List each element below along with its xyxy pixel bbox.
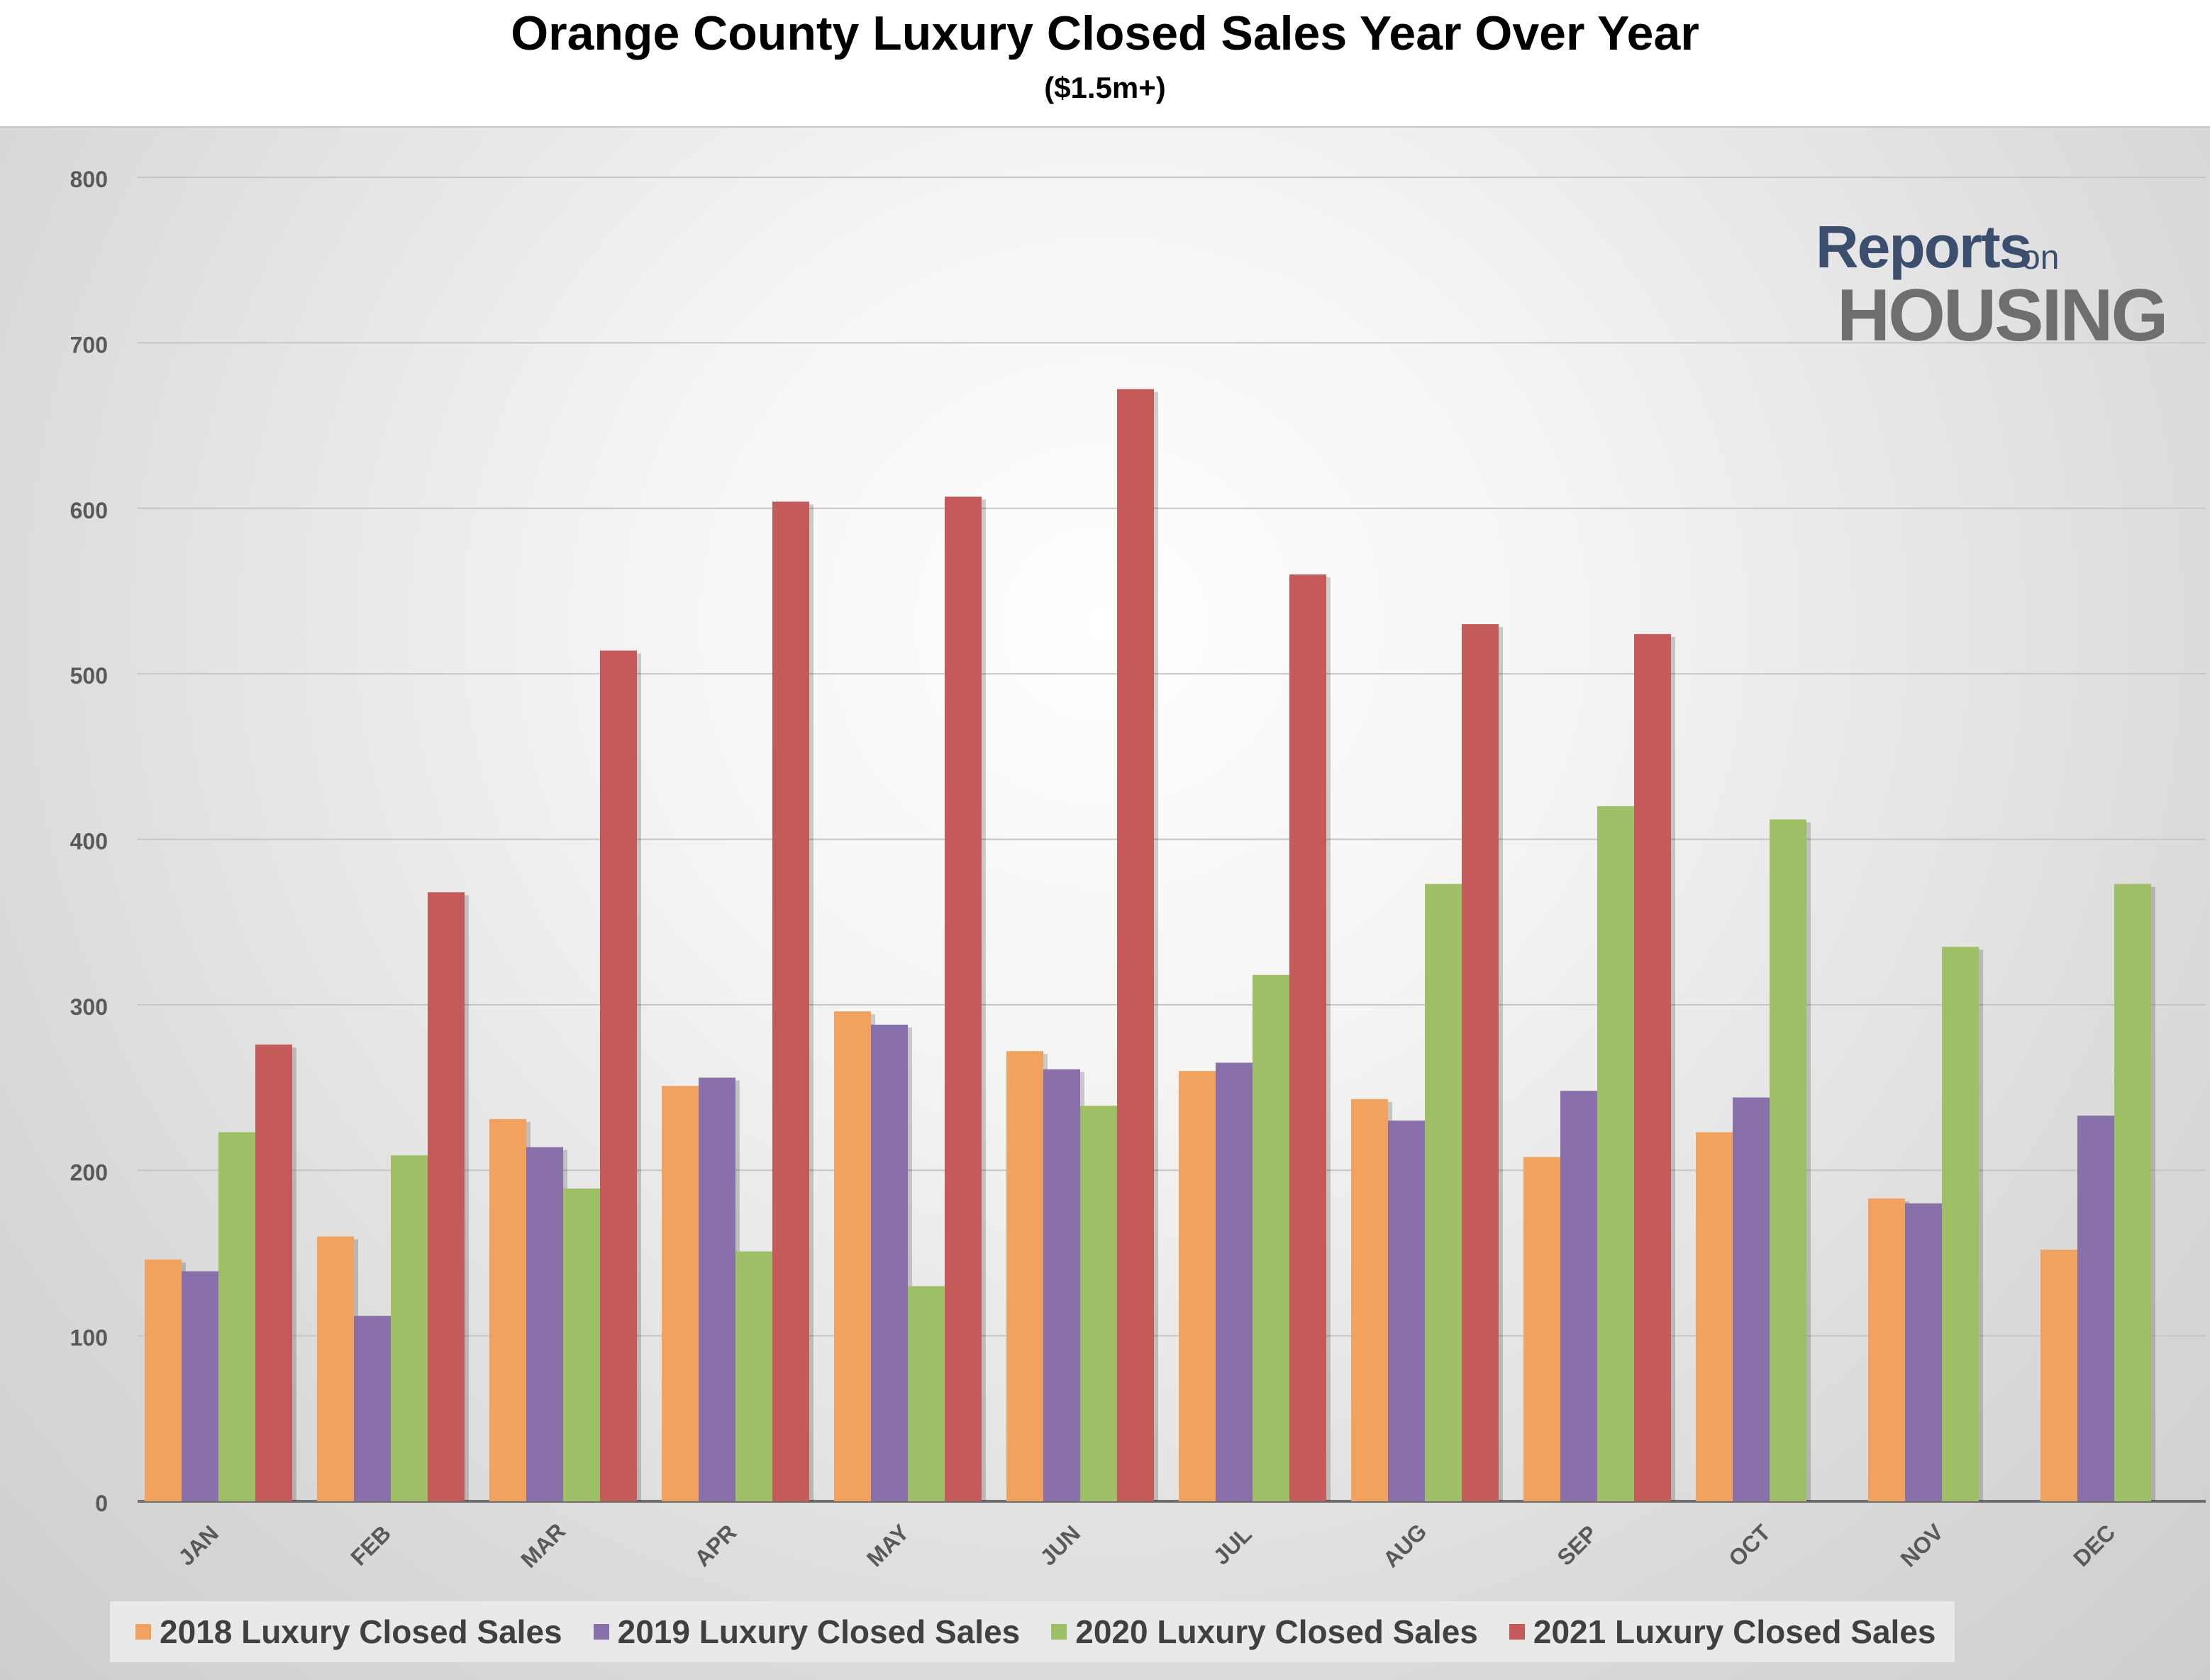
x-tick-label: FEB — [345, 1520, 396, 1571]
bar — [2114, 884, 2151, 1501]
bars — [145, 389, 2155, 1501]
bar — [871, 1024, 908, 1501]
y-tick-label: 0 — [95, 1491, 108, 1516]
bar — [354, 1315, 391, 1501]
x-tick-label: JAN — [173, 1520, 223, 1571]
bar — [563, 1188, 600, 1501]
bar — [1462, 624, 1499, 1501]
x-tick-label: SEP — [1552, 1520, 1602, 1571]
bar — [1523, 1157, 1560, 1501]
chart-legend: 2018 Luxury Closed Sales 2019 Luxury Clos… — [110, 1601, 1955, 1662]
bar — [1597, 806, 1634, 1501]
y-tick-label: 800 — [70, 167, 108, 192]
y-tick-label: 500 — [70, 663, 108, 689]
gridlines — [138, 177, 2206, 1503]
bar — [145, 1259, 182, 1501]
x-tick-label: NOV — [1895, 1519, 1948, 1572]
x-tick-label: AUG — [1378, 1518, 1432, 1572]
legend-item: 2018 Luxury Closed Sales — [135, 1613, 562, 1651]
bar — [662, 1086, 699, 1501]
logo-text-on: on — [2021, 239, 2060, 277]
bar — [1733, 1097, 1770, 1501]
bar — [526, 1147, 563, 1501]
bar — [834, 1011, 871, 1501]
legend-label: 2020 Luxury Closed Sales — [1075, 1613, 1478, 1650]
bar — [772, 501, 809, 1501]
bar — [1179, 1071, 1216, 1501]
reports-on-housing-logo: Reports on HOUSING — [1766, 213, 2168, 357]
bar — [1696, 1132, 1733, 1501]
y-tick-label: 400 — [70, 829, 108, 855]
x-tick-label: JUL — [1209, 1521, 1257, 1569]
bar — [1006, 1051, 1043, 1501]
bar — [1560, 1091, 1597, 1501]
chart-subtitle: ($1.5m+) — [1044, 71, 1166, 104]
y-tick-label: 700 — [70, 332, 108, 357]
bar — [1425, 884, 1462, 1501]
y-axis-ticks: 0 100 200 300 400 500 600 700 800 — [70, 167, 108, 1516]
bar — [2040, 1250, 2077, 1501]
bar — [1868, 1198, 1905, 1501]
bar — [699, 1077, 735, 1501]
legend-swatch — [135, 1624, 151, 1640]
bar — [1351, 1098, 1388, 1501]
bar — [1634, 634, 1671, 1501]
x-tick-label: APR — [689, 1520, 741, 1571]
legend-label: 2018 Luxury Closed Sales — [160, 1613, 562, 1650]
bar — [1942, 947, 1979, 1501]
bar — [1905, 1203, 1942, 1501]
y-tick-label: 200 — [70, 1159, 108, 1185]
bar — [1253, 974, 1289, 1501]
bar — [317, 1236, 354, 1501]
x-tick-label: JUN — [1035, 1520, 1085, 1571]
legend-label: 2021 Luxury Closed Sales — [1533, 1613, 1936, 1650]
bar — [1117, 389, 1154, 1501]
logo-text-reports: Reports — [1816, 213, 2032, 280]
bar — [2077, 1116, 2114, 1501]
legend-swatch — [1509, 1624, 1525, 1640]
chart-title: Orange County Luxury Closed Sales Year O… — [511, 6, 1699, 60]
bar — [1080, 1106, 1117, 1501]
bar — [1388, 1120, 1425, 1501]
y-tick-label: 300 — [70, 994, 108, 1020]
legend-label: 2019 Luxury Closed Sales — [617, 1613, 1021, 1650]
logo-text-housing: HOUSING — [1837, 274, 2168, 357]
legend-item: 2020 Luxury Closed Sales — [1051, 1613, 1478, 1651]
x-tick-label: MAR — [516, 1518, 570, 1573]
bar — [1770, 819, 1806, 1501]
x-tick-label: DEC — [2068, 1520, 2120, 1571]
y-tick-label: 600 — [70, 498, 108, 523]
legend-swatch — [593, 1624, 609, 1640]
bar — [908, 1286, 945, 1501]
bar — [489, 1118, 526, 1501]
bar — [391, 1155, 428, 1501]
bar — [255, 1044, 292, 1501]
x-axis-ticks: JAN FEB MAR APR MAY JUN JUL AUG SEP OCT NOV DEC — [173, 1518, 2120, 1573]
legend-swatch — [1051, 1624, 1067, 1640]
y-tick-label: 100 — [70, 1325, 108, 1351]
bar — [428, 892, 465, 1501]
x-tick-label: OCT — [1723, 1519, 1776, 1571]
bar — [218, 1132, 255, 1501]
bar — [1043, 1069, 1080, 1501]
bar — [1289, 574, 1326, 1501]
x-tick-label: MAY — [862, 1519, 914, 1571]
legend-item: 2019 Luxury Closed Sales — [593, 1613, 1021, 1651]
bar — [945, 496, 982, 1501]
bar — [1216, 1062, 1253, 1501]
bar — [182, 1271, 218, 1501]
bar — [735, 1251, 772, 1501]
legend-item: 2021 Luxury Closed Sales — [1509, 1613, 1936, 1651]
bar — [600, 650, 637, 1501]
